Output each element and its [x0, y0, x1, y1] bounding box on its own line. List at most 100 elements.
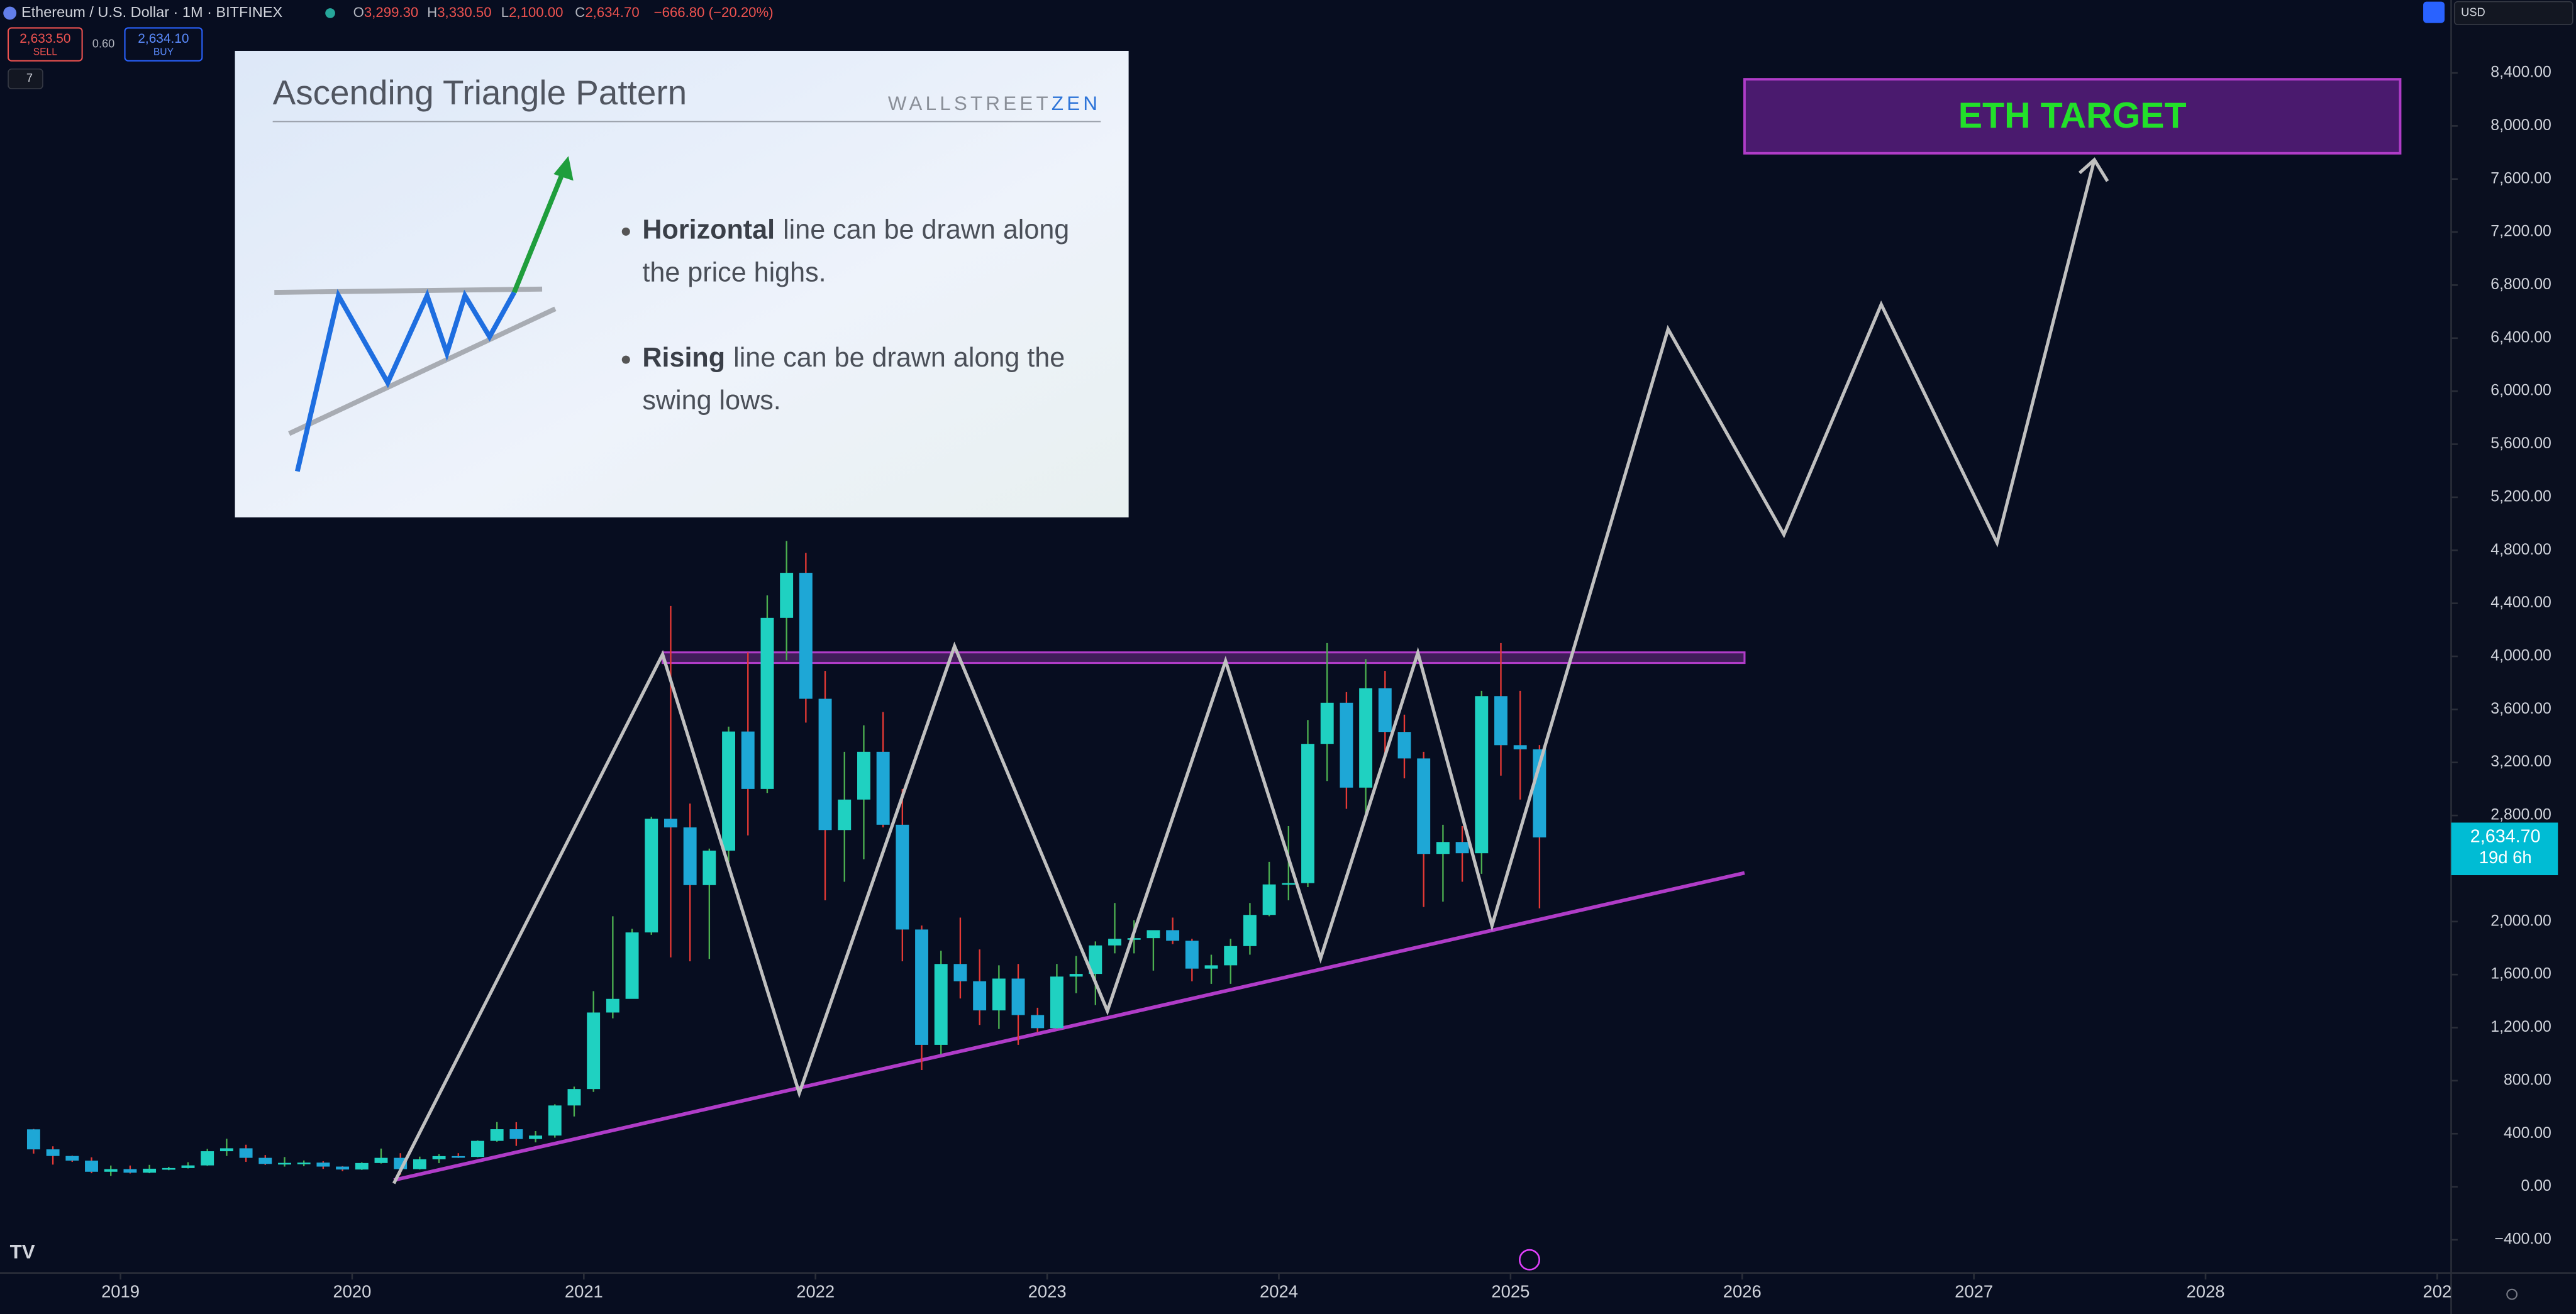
ohlc-value: 2,634.70	[585, 4, 639, 20]
candle-body	[1475, 696, 1489, 854]
logo: TV	[10, 1241, 35, 1263]
support-line	[393, 871, 1745, 1182]
button[interactable]	[2423, 1, 2445, 23]
candle-body	[297, 1162, 311, 1164]
buy-price: 2,634.10	[138, 31, 189, 46]
candle-body	[915, 929, 928, 1045]
y-tick-label: −400.00	[2494, 1231, 2551, 1248]
candle-body	[606, 998, 619, 1013]
bullet-bold: Rising	[642, 343, 725, 373]
candle-body	[1108, 939, 1121, 946]
brand-part: WALLSTREET	[888, 92, 1052, 114]
y-tick-label: 5,200.00	[2490, 488, 2551, 505]
candle-body	[1397, 732, 1411, 759]
candle-body	[876, 751, 890, 825]
y-tick-label: 4,800.00	[2490, 541, 2551, 558]
inset: Ascending Triangle Pattern WALLSTREETZEN…	[235, 50, 1129, 517]
candle-body	[1146, 930, 1160, 939]
diagram-line	[288, 306, 557, 436]
diagram-line	[274, 286, 543, 295]
target-label: ETH TARGET	[1958, 96, 2187, 136]
resistance-band	[662, 651, 1746, 665]
bullet-dot	[621, 227, 630, 236]
candle-body	[316, 1162, 330, 1167]
buy-button[interactable]	[124, 27, 203, 62]
candle-body	[1282, 883, 1296, 885]
x-tick-label: 2026	[1723, 1281, 1762, 1301]
candle-body	[1050, 976, 1063, 1029]
target-box	[1743, 78, 2402, 155]
candle-body	[1359, 688, 1373, 788]
candle-body	[818, 698, 832, 831]
candle-body	[26, 1129, 40, 1150]
arrowhead	[553, 156, 574, 181]
sell-button[interactable]	[8, 27, 83, 62]
candle-body	[664, 819, 677, 828]
y-tick-label: 800.00	[2504, 1071, 2551, 1088]
candle-body	[1166, 930, 1180, 941]
ohlc-key: L	[501, 4, 509, 20]
ohlc-key: H	[427, 4, 437, 20]
symbol-icon	[3, 6, 17, 20]
candle-body	[104, 1169, 118, 1172]
indicator-count: 7	[26, 71, 33, 84]
y-tick-label: 8,000.00	[2490, 117, 2551, 134]
status-dot	[325, 8, 335, 18]
candle-body	[1436, 842, 1450, 854]
y-tick-label: 3,600.00	[2490, 700, 2551, 717]
candle-body	[683, 827, 697, 885]
candle-body	[529, 1135, 543, 1139]
candle-body	[201, 1151, 214, 1166]
bullet-line: the price highs.	[642, 258, 826, 288]
candle-body	[1320, 702, 1334, 744]
candle-body	[336, 1166, 350, 1170]
candle-body	[509, 1129, 523, 1139]
x-tick-label: 202	[2423, 1281, 2452, 1301]
bullets: Horizontal line can be drawn along the pri…	[621, 215, 1069, 416]
y-tick-label: 7,200.00	[2490, 223, 2551, 240]
y-tick-label: 6,000.00	[2490, 382, 2551, 399]
x-tick-label: 2024	[1260, 1281, 1298, 1301]
candle-body	[992, 978, 1006, 1011]
x-tick-label: 2025	[1491, 1281, 1530, 1301]
candle-body	[1031, 1015, 1045, 1029]
bullet-text: the price highs.	[642, 258, 826, 288]
x-tick-label: 2021	[565, 1281, 603, 1301]
x-tick-label: 2020	[333, 1281, 371, 1301]
currency-select[interactable]	[2453, 1, 2573, 25]
x-tick-label: 2022	[796, 1281, 835, 1301]
candle-body	[548, 1105, 562, 1136]
candle-body	[799, 573, 813, 699]
y-tick-label: 2,000.00	[2490, 912, 2551, 929]
ohlc-field: O3,299.30	[353, 4, 419, 20]
candle-body	[258, 1157, 272, 1164]
y-tick-label: 4,000.00	[2490, 648, 2551, 665]
candle-body	[432, 1156, 446, 1159]
event-icon[interactable]	[1519, 1249, 1540, 1271]
candle-body	[1204, 965, 1218, 969]
candle-body	[1417, 758, 1431, 854]
candle-body	[181, 1165, 195, 1168]
ohlc-field: C2,634.70	[575, 4, 639, 20]
bullet-dot	[621, 355, 630, 364]
y-tick-label: 2,800.00	[2490, 807, 2551, 824]
ohlc-field: H3,330.50	[427, 4, 491, 20]
y-tick-label: 8,400.00	[2490, 64, 2551, 81]
settings-icon[interactable]	[2506, 1288, 2518, 1300]
ohlc-value: 2,100.00	[509, 4, 563, 20]
bullet-bold: Horizontal	[642, 215, 775, 245]
candle-body	[219, 1148, 233, 1152]
y-tick-label: 6,400.00	[2490, 329, 2551, 346]
indicator-toggle[interactable]	[8, 68, 43, 89]
ohlc-value: 3,299.30	[364, 4, 418, 20]
candle-body	[1378, 688, 1392, 732]
candle-body	[46, 1149, 60, 1156]
candle-body	[471, 1140, 484, 1157]
price-tag-countdown: 19d 6h	[2479, 847, 2532, 867]
sell-price: 2,633.50	[19, 31, 70, 46]
ohlc-key: C	[575, 4, 585, 20]
price-axis-panel	[2451, 0, 2576, 1314]
y-tick-label: 6,800.00	[2490, 276, 2551, 293]
y-tick-label: 7,600.00	[2490, 170, 2551, 187]
